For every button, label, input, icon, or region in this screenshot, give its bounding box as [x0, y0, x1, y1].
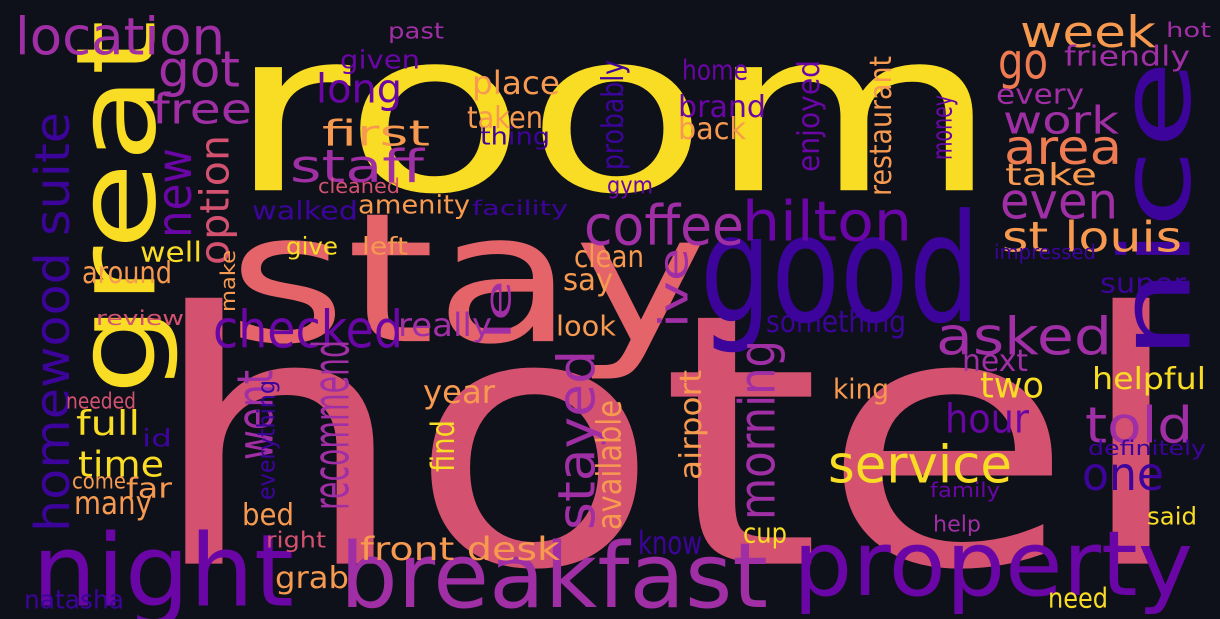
- word-enjoyed: enjoyed: [790, 59, 827, 172]
- word-hour: hour: [945, 395, 1029, 443]
- word-two: two: [980, 363, 1044, 407]
- word-checked: checked: [213, 300, 403, 361]
- word-recommend: recommend: [301, 340, 361, 510]
- word-time: time: [78, 442, 164, 486]
- word-year: year: [423, 373, 495, 411]
- word-coffee: coffee: [584, 193, 744, 258]
- word-help: help: [933, 510, 981, 537]
- word-service: service: [828, 435, 1012, 496]
- word-grab: grab: [275, 559, 349, 596]
- word-st-louis: st louis: [1002, 213, 1182, 263]
- word-make: make: [217, 250, 241, 312]
- word-free: free: [152, 85, 252, 135]
- word-full: full: [76, 404, 140, 444]
- word-ive: ive: [650, 248, 698, 328]
- word-every: every: [996, 78, 1084, 112]
- word-long: long: [316, 65, 402, 113]
- word-airport: airport: [672, 370, 709, 480]
- word-told: told: [1085, 395, 1193, 455]
- word-back: back: [678, 110, 746, 147]
- word-know: know: [638, 524, 702, 562]
- word-area: area: [1004, 120, 1122, 177]
- word-definitely: definitely: [1088, 437, 1206, 461]
- word-room: room: [228, 0, 998, 244]
- word-night: night: [32, 513, 294, 619]
- word-clean: clean: [574, 238, 644, 275]
- word-take: take: [1005, 156, 1097, 193]
- word-around: around: [82, 254, 172, 291]
- word-facility: facility: [472, 197, 568, 221]
- word-look: look: [556, 310, 616, 344]
- word-super: super: [1100, 267, 1186, 301]
- word-nice: nice: [1099, 60, 1214, 360]
- word-breakfast: breakfast: [340, 523, 768, 619]
- word-right: right: [266, 526, 326, 553]
- word-amenity: amenity: [358, 189, 470, 221]
- word-something: something: [766, 303, 906, 340]
- word-id: id: [142, 425, 172, 454]
- word-homewood-suite: homewood suite: [25, 112, 82, 533]
- word-cup: cup: [743, 517, 787, 551]
- word-family: family: [930, 479, 1000, 503]
- word-restaurant: restaurant: [862, 55, 899, 196]
- word-far: far: [126, 472, 172, 506]
- word-morning: morning: [727, 340, 787, 520]
- word-week: week: [1020, 5, 1156, 58]
- word-hotel: hotel: [148, 238, 1188, 619]
- word-work: work: [1003, 99, 1119, 144]
- word-natasha: natasha: [24, 584, 124, 616]
- word-need: need: [1048, 582, 1108, 616]
- word-asked: asked: [936, 307, 1112, 368]
- word-walked: walked: [252, 195, 358, 227]
- word-hilton: hilton: [742, 189, 912, 254]
- word-hot: hot: [1166, 19, 1211, 43]
- word-bed: bed: [242, 496, 294, 533]
- word-given: given: [340, 44, 420, 76]
- word-front-desk: front desk: [360, 530, 560, 568]
- word-come: come: [72, 467, 126, 494]
- word-well: well: [140, 236, 202, 270]
- word-said: said: [1147, 503, 1197, 532]
- word-find: find: [424, 420, 462, 472]
- word-left: left: [362, 233, 408, 262]
- word-go: go: [998, 31, 1048, 91]
- word-say: say: [563, 261, 613, 298]
- word-staff: staff: [290, 140, 424, 193]
- word-even: even: [1000, 171, 1118, 231]
- word-impressed: impressed: [994, 241, 1096, 265]
- word-gym: gym: [607, 172, 653, 201]
- word-property: property: [793, 511, 1193, 617]
- word-past: past: [388, 17, 444, 44]
- word-give: give: [286, 233, 338, 262]
- word-king: king: [833, 373, 889, 407]
- word-money: money: [926, 95, 960, 160]
- word-needed: needed: [66, 387, 136, 414]
- word-many: many: [74, 484, 152, 522]
- word-taken: taken: [467, 99, 543, 136]
- word-review: review: [96, 307, 184, 331]
- word-got: got: [158, 39, 240, 99]
- word-first: first: [322, 111, 430, 155]
- word-thing: thing: [480, 123, 550, 152]
- word-friendly: friendly: [1064, 40, 1190, 74]
- word-really: really: [398, 306, 492, 344]
- word-probably: probably: [594, 60, 631, 171]
- word-everything: everything: [253, 380, 282, 500]
- word-location: location: [15, 7, 225, 68]
- word-good: good: [700, 181, 980, 357]
- word-option: option: [191, 135, 239, 265]
- word-helpful: helpful: [1092, 360, 1206, 397]
- word-available: available: [590, 400, 630, 530]
- word-stay: stay: [228, 174, 708, 385]
- word-one: one: [1082, 447, 1164, 501]
- word-place: place: [472, 64, 560, 102]
- word-home: home: [682, 54, 748, 88]
- word-next: next: [962, 342, 1028, 379]
- word-cleaned: cleaned: [318, 175, 400, 199]
- word-brand: brand: [678, 88, 766, 125]
